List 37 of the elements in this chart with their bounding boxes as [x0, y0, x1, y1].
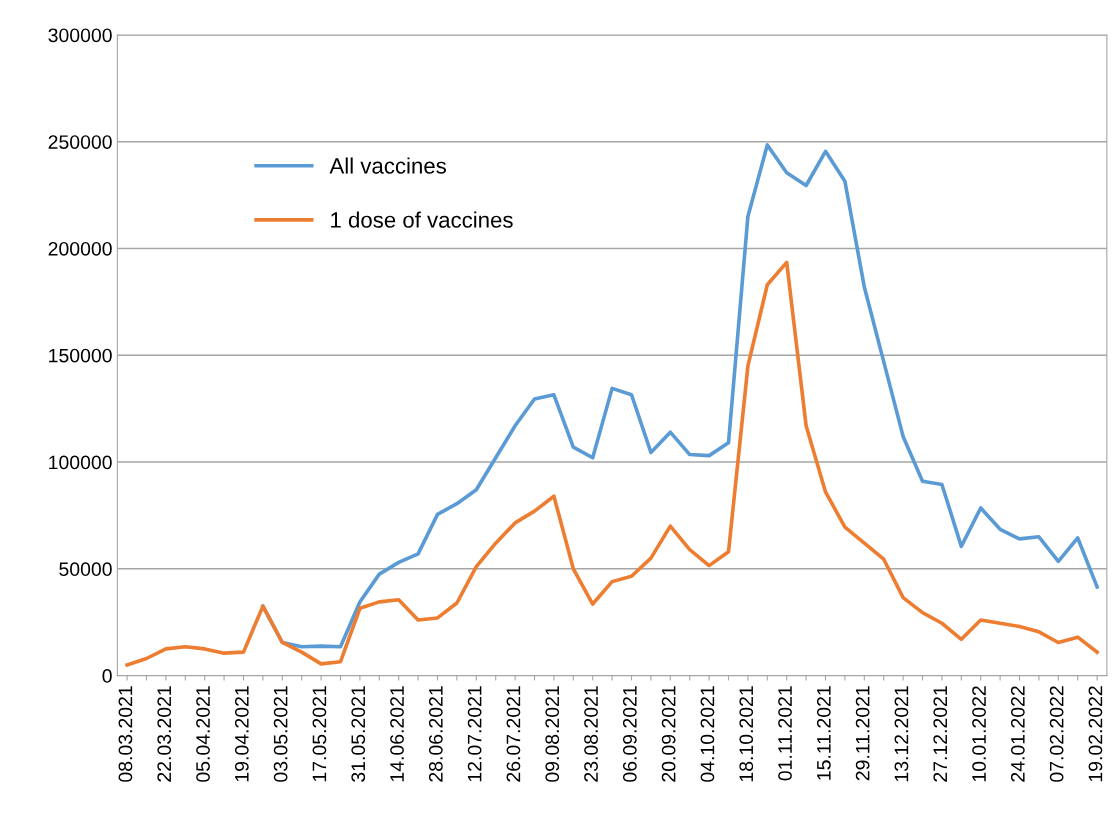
x-tick-label: 12.07.2021: [467, 686, 482, 782]
x-tick-label: 05.04.2021: [196, 686, 210, 782]
x-tick-label: 31.05.2021: [351, 686, 366, 782]
x-tick-label: 04.10.2021: [700, 686, 715, 782]
y-tick-label: 100000: [49, 455, 112, 470]
x-tick-label: 15.11.2021: [816, 686, 831, 780]
legend-label: All vaccines: [329, 157, 446, 174]
x-tick-label: 23.08.2021: [584, 686, 598, 782]
x-tick-label: 22.03.2021: [157, 686, 172, 782]
x-tick-label: 08.03.2021: [118, 686, 133, 782]
line-series: [261, 143, 1099, 649]
x-tick-label: 24.01.2022: [1010, 686, 1025, 782]
x-tick-label: 14.06.2021: [390, 686, 404, 782]
x-tick-label: 19.04.2021: [234, 686, 249, 782]
y-tick-label: 300000: [48, 28, 112, 43]
x-tick-label: 06.09.2021: [622, 686, 637, 782]
x-tick-label: 10.01.2022: [972, 686, 986, 782]
x-tick-label: 18.10.2021: [739, 686, 754, 782]
y-tick-label: 200000: [48, 241, 112, 256]
x-tick-label: 28.06.2021: [428, 686, 443, 782]
x-tick-label: 01.11.2021: [778, 686, 792, 781]
x-tick-label: 17.05.2021: [312, 686, 327, 782]
y-tick-label: 50000: [59, 562, 112, 577]
y-tick-label: 250000: [48, 135, 112, 149]
y-tick-label: 150000: [49, 348, 112, 363]
legend-label: 1 dose of vaccines: [331, 211, 513, 228]
x-tick-label: 13.12.2021: [894, 686, 909, 782]
x-tick-label: 27.12.2021: [933, 686, 948, 782]
x-tick-label: 20.09.2021: [661, 686, 676, 782]
x-tick-label: 09.08.2021: [545, 686, 560, 782]
x-tick-label: 07.02.2022: [1049, 686, 1064, 782]
x-tick-label: 19.02.2022: [1088, 686, 1103, 782]
line-series: [125, 260, 1099, 667]
x-tick-label: 26.07.2021: [506, 686, 521, 782]
y-tick-label: 0: [102, 669, 112, 683]
x-tick-label: 29.11.2021: [855, 686, 870, 781]
x-tick-label: 03.05.2021: [273, 686, 288, 782]
